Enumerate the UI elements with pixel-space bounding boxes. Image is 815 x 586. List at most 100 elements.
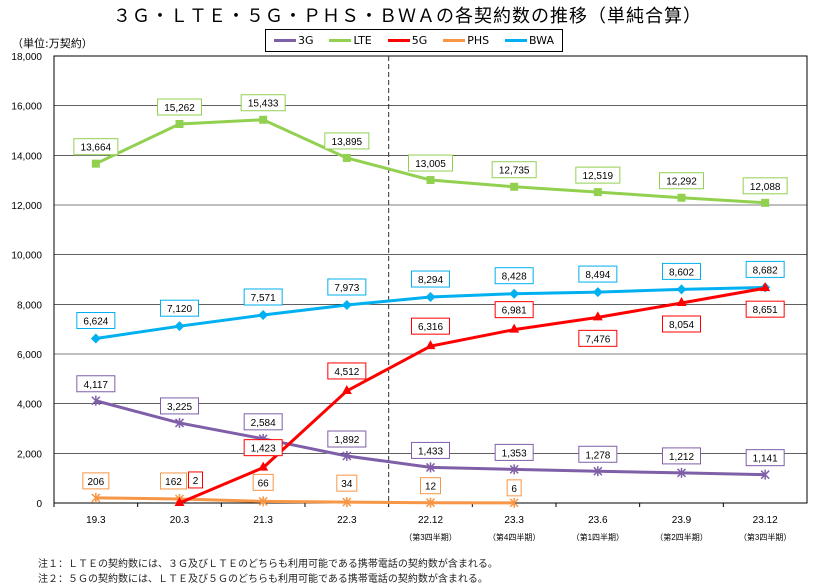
data-point <box>174 417 185 428</box>
data-label-box <box>745 449 785 467</box>
data-label-box <box>157 98 202 116</box>
legend-swatch <box>443 39 466 42</box>
data-label: 1,212 <box>669 452 694 463</box>
chart-title: ３Ｇ・ＬＴＥ・５Ｇ・ＰＨＳ・ＢＷＡの各契約数の推移（単純合算） <box>113 6 702 27</box>
data-label: 13,664 <box>81 143 112 154</box>
data-label-box <box>491 161 537 179</box>
data-label-box <box>240 94 286 112</box>
data-label-box <box>745 300 785 318</box>
data-label-box <box>411 317 450 335</box>
x-tick-label: 23.12 <box>753 515 778 526</box>
data-label-box <box>742 177 788 195</box>
data-point <box>426 176 435 185</box>
data-label: 1,423 <box>251 444 276 455</box>
y-tick-label: 4,000 <box>17 400 42 411</box>
data-label-box <box>578 445 618 463</box>
x-tick-label: 23.3 <box>504 515 524 526</box>
data-label-box <box>575 166 621 184</box>
legend-swatch <box>505 39 528 42</box>
data-label-box <box>578 329 618 347</box>
data-label: 8,428 <box>502 272 527 283</box>
data-point <box>90 333 101 344</box>
data-label-box <box>160 472 187 490</box>
legend-item-3g: 3G <box>273 34 314 47</box>
x-tick-label: 22.12 <box>418 515 443 526</box>
data-label: 6,624 <box>83 317 108 328</box>
data-label-box <box>745 260 785 278</box>
y-tick-label: 0 <box>36 499 42 510</box>
data-label-box <box>659 172 704 190</box>
data-label: 7,973 <box>334 283 359 294</box>
data-point <box>510 182 519 191</box>
data-label: 7,120 <box>167 304 192 315</box>
data-label: 12,292 <box>666 177 697 188</box>
data-label: 2,584 <box>251 418 276 429</box>
data-point <box>91 492 101 503</box>
data-label-box <box>243 288 283 306</box>
note-2: 注２：５Ｇの契約数には、ＬＴＥ及び５Ｇのどちらも利用可能である携帯電話の契約数が… <box>38 574 488 585</box>
data-label: 8,054 <box>669 320 694 331</box>
data-label: 6,981 <box>502 306 527 317</box>
legend: 3G LTE 5G PHS BWA <box>265 29 563 52</box>
data-label-box <box>82 472 110 490</box>
data-point <box>509 464 519 475</box>
data-label: 3,225 <box>167 402 192 413</box>
data-label: 12,519 <box>583 171 614 182</box>
data-point <box>258 309 269 320</box>
y-tick-label: 6,000 <box>17 350 42 361</box>
data-label: 8,602 <box>669 267 694 278</box>
data-label-box <box>578 265 618 283</box>
unit-label: （単位:万契約） <box>12 37 93 50</box>
data-label-box <box>494 443 534 461</box>
legend-swatch <box>273 39 296 42</box>
legend-label: 3G <box>297 34 314 47</box>
data-point <box>509 288 520 299</box>
data-label-box <box>188 471 203 489</box>
data-label-box <box>494 267 534 285</box>
data-label-box <box>160 299 199 317</box>
data-label: 4,117 <box>84 380 109 391</box>
data-label-box <box>243 413 283 431</box>
x-sub-label: （第1四半期） <box>572 532 624 542</box>
data-label-box <box>324 132 370 150</box>
data-label-box <box>252 473 274 491</box>
series-3g <box>91 395 770 480</box>
series-phs <box>91 492 519 508</box>
y-tick-label: 18,000 <box>11 52 42 63</box>
data-label-box <box>408 154 453 172</box>
x-tick-label: 22.3 <box>337 515 357 526</box>
data-label: 1,433 <box>418 446 443 457</box>
data-point <box>91 159 100 168</box>
legend-item-5g: 5G <box>387 34 428 47</box>
legend-swatch <box>329 39 352 42</box>
legend-label: PHS <box>467 34 490 47</box>
data-label-box <box>506 479 522 497</box>
data-label: 1,353 <box>502 448 527 459</box>
data-point <box>425 462 436 473</box>
data-point <box>760 282 771 292</box>
data-label-box <box>662 262 701 280</box>
data-label: 162 <box>165 477 182 488</box>
data-point <box>593 188 602 197</box>
legend-label: 5G <box>411 34 428 47</box>
data-label-box <box>73 138 119 156</box>
data-point <box>341 384 352 394</box>
y-tick-label: 12,000 <box>11 201 42 212</box>
x-sub-label: （第4四半期） <box>488 532 540 542</box>
data-label: 8,494 <box>585 270 610 281</box>
legend-label: BWA <box>529 34 554 47</box>
y-tick-label: 14,000 <box>11 151 42 162</box>
data-label: 7,476 <box>585 334 610 345</box>
data-point <box>425 497 436 508</box>
data-point <box>259 115 268 124</box>
data-label-box <box>662 315 701 333</box>
legend-label: LTE <box>353 34 372 47</box>
y-tick-label: 8,000 <box>17 300 42 311</box>
data-label: 6,316 <box>418 322 443 333</box>
data-label-box <box>336 474 358 492</box>
data-label: 12,735 <box>499 166 530 177</box>
legend-item-lte: LTE <box>329 34 372 47</box>
x-tick-label: 23.9 <box>672 515 692 526</box>
data-point <box>593 466 603 477</box>
